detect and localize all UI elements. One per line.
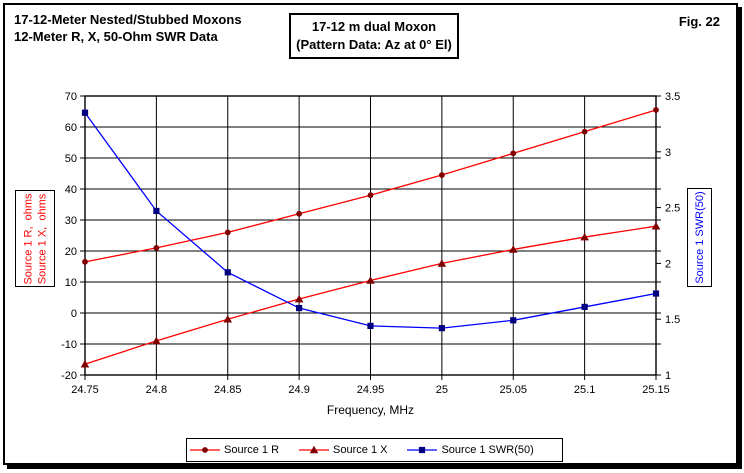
right-axis-label-box: Source 1 SWR(50) — [687, 188, 712, 287]
data-point-marker — [367, 192, 374, 199]
legend-item: Source 1 SWR(50) — [407, 444, 534, 456]
x-axis-tick-label: 25.1 — [574, 384, 595, 396]
data-point-marker — [438, 172, 445, 178]
legend-marker-square-icon — [407, 446, 438, 454]
annotation-box: 17-12 m dual Moxon (Pattern Data: Az at … — [289, 13, 459, 59]
data-point-marker — [580, 232, 589, 241]
right-axis-tick-label: 1 — [665, 370, 671, 382]
legend-item: Source 1 X — [299, 444, 387, 456]
annotation-line1: 17-12 m dual Moxon — [311, 19, 437, 34]
x-axis-tick-label: 24.95 — [357, 384, 385, 396]
right-axis-tick-label: 2 — [665, 258, 671, 270]
data-point-marker — [80, 359, 90, 368]
left-axis-tick-label: 10 — [65, 277, 77, 289]
left-axis-tick-label: 20 — [65, 246, 77, 258]
data-point-marker — [652, 290, 660, 297]
data-point-marker — [508, 245, 518, 253]
legend-label: Source 1 SWR(50) — [441, 444, 534, 456]
data-point-marker — [581, 303, 588, 311]
data-point-marker — [81, 109, 89, 116]
left-axis-tick-label: 0 — [71, 308, 77, 320]
data-point-marker — [510, 317, 517, 324]
left-axis-tick-label: 40 — [65, 184, 77, 196]
data-point-marker — [224, 229, 231, 236]
left-axis-tick-label: 70 — [65, 91, 77, 103]
data-point-marker — [82, 258, 88, 265]
data-point-marker — [437, 259, 447, 267]
data-point-marker — [223, 314, 233, 323]
right-axis-label-swr: Source 1 SWR(50) — [693, 191, 706, 284]
right-axis-tick-label: 2.5 — [665, 203, 680, 215]
x-axis-tick-label: 24.85 — [214, 384, 242, 396]
x-axis-tick-label: 24.8 — [146, 384, 167, 396]
data-point-marker — [510, 150, 517, 157]
plot-border — [84, 95, 657, 376]
data-point-marker — [438, 325, 445, 332]
left-axis-label-box: Source 1 R, ohms Source 1 X, ohms — [15, 190, 55, 287]
left-axis-tick-label: 50 — [65, 153, 77, 165]
x-axis-tick-label: 24.9 — [288, 384, 309, 396]
legend-marker-triangle-icon — [299, 445, 330, 454]
data-point-marker — [366, 276, 375, 284]
left-axis-tick-label: -20 — [61, 370, 77, 382]
legend-label: Source 1 X — [333, 444, 388, 456]
data-point-marker — [224, 269, 231, 276]
left-axis-tick-label: 30 — [65, 215, 77, 227]
left-axis-tick-label: -10 — [61, 339, 77, 351]
chart-title-line1: 17-12-Meter Nested/Stubbed Moxons — [14, 12, 242, 27]
data-point-marker — [367, 322, 374, 329]
legend-label: Source 1 R — [224, 444, 280, 456]
chart-title: 17-12-Meter Nested/Stubbed Moxons 12-Met… — [14, 11, 242, 45]
right-axis-label: Source 1 SWR(50) — [688, 189, 711, 286]
right-axis-tick-label: 3.5 — [665, 91, 680, 103]
x-axis-title: Frequency, MHz — [326, 403, 415, 417]
data-point-marker — [152, 336, 161, 345]
data-point-marker — [296, 210, 303, 217]
x-axis-tick-label: 25.15 — [642, 384, 670, 396]
data-point-marker — [153, 245, 160, 251]
legend: Source 1 R Source 1 X Source 1 SWR(50) — [186, 438, 563, 462]
legend-marker-circle-icon — [190, 447, 220, 453]
right-axis-tick-label: 3 — [665, 147, 671, 159]
chart-title-line2: 12-Meter R, X, 50-Ohm SWR Data — [14, 29, 218, 44]
annotation-line2: (Pattern Data: Az at 0° El) — [296, 37, 452, 52]
left-axis-tick-label: 60 — [65, 122, 77, 134]
data-point-marker — [651, 221, 661, 230]
data-point-marker — [653, 107, 659, 113]
left-axis-label-r: Source 1 R, ohms — [22, 193, 35, 285]
legend-item: Source 1 R — [190, 444, 279, 456]
data-point-marker — [581, 128, 588, 135]
left-axis-label-x: Source 1 X, ohms — [36, 193, 49, 285]
data-point-marker — [294, 294, 304, 303]
figure-number-label: Fig. 22 — [678, 14, 720, 29]
x-axis-tick-label: 25.05 — [499, 384, 527, 396]
data-point-marker — [153, 207, 160, 215]
x-axis-tick-label: 24.75 — [71, 384, 99, 396]
right-axis-tick-label: 1.5 — [665, 314, 680, 326]
data-point-marker — [296, 304, 303, 312]
left-axis-label: Source 1 R, ohms Source 1 X, ohms — [17, 192, 55, 287]
x-axis-tick-label: 25 — [436, 384, 448, 396]
